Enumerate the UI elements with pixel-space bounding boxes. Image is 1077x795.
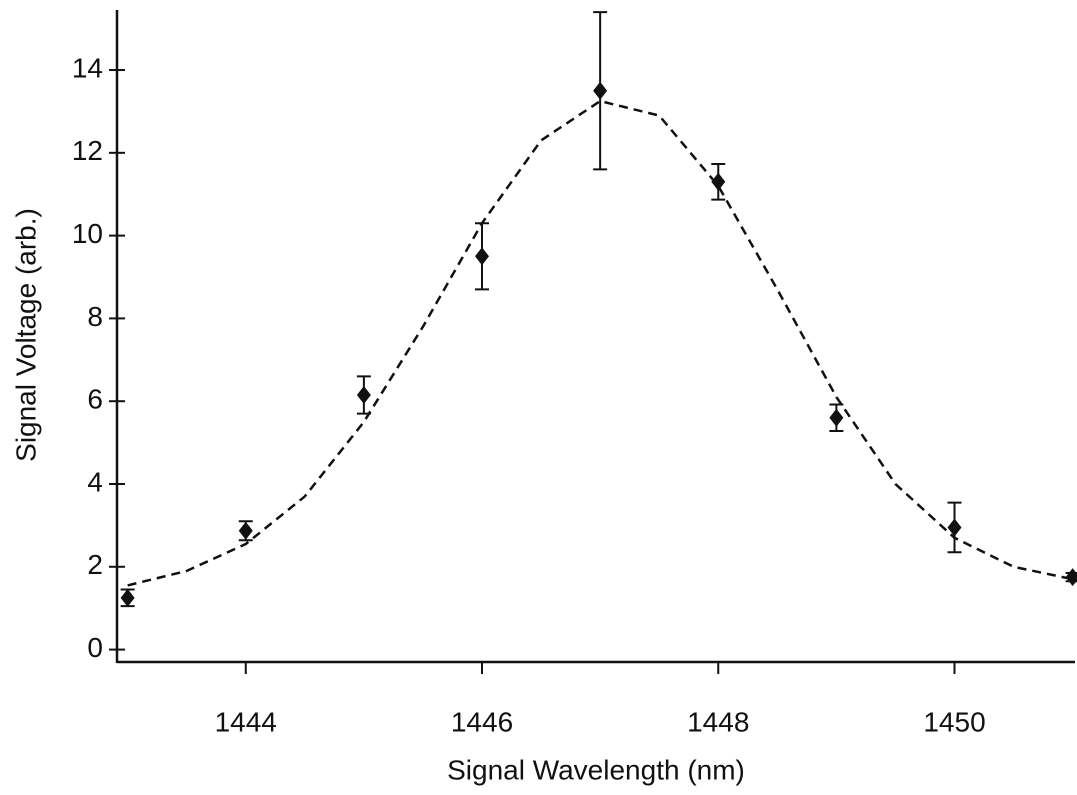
x-tick-label: 1448 — [687, 706, 749, 737]
data-point — [356, 385, 371, 404]
data-point — [120, 588, 135, 607]
data-point — [475, 247, 490, 266]
x-tick-label: 1444 — [215, 706, 277, 737]
y-tick-label: 4 — [87, 466, 103, 497]
y-tick-label: 12 — [72, 135, 103, 166]
data-point — [1065, 568, 1077, 587]
y-axis-label: Signal Voltage (arb.) — [10, 208, 41, 462]
y-tick-label: 8 — [87, 301, 103, 332]
x-tick-label: 1450 — [923, 706, 985, 737]
data-point — [947, 518, 962, 537]
data-point — [829, 408, 844, 427]
data-point — [593, 81, 608, 100]
y-tick-label: 6 — [87, 384, 103, 415]
y-tick-label: 10 — [72, 218, 103, 249]
y-tick-label: 2 — [87, 549, 103, 580]
data-point — [238, 521, 253, 540]
y-tick-label: 0 — [87, 632, 103, 663]
y-tick-label: 14 — [72, 52, 103, 83]
x-axis-label: Signal Wavelength (nm) — [447, 754, 745, 785]
data-point — [711, 172, 726, 191]
fit-curve — [127, 99, 1073, 587]
x-tick-label: 1446 — [451, 706, 513, 737]
